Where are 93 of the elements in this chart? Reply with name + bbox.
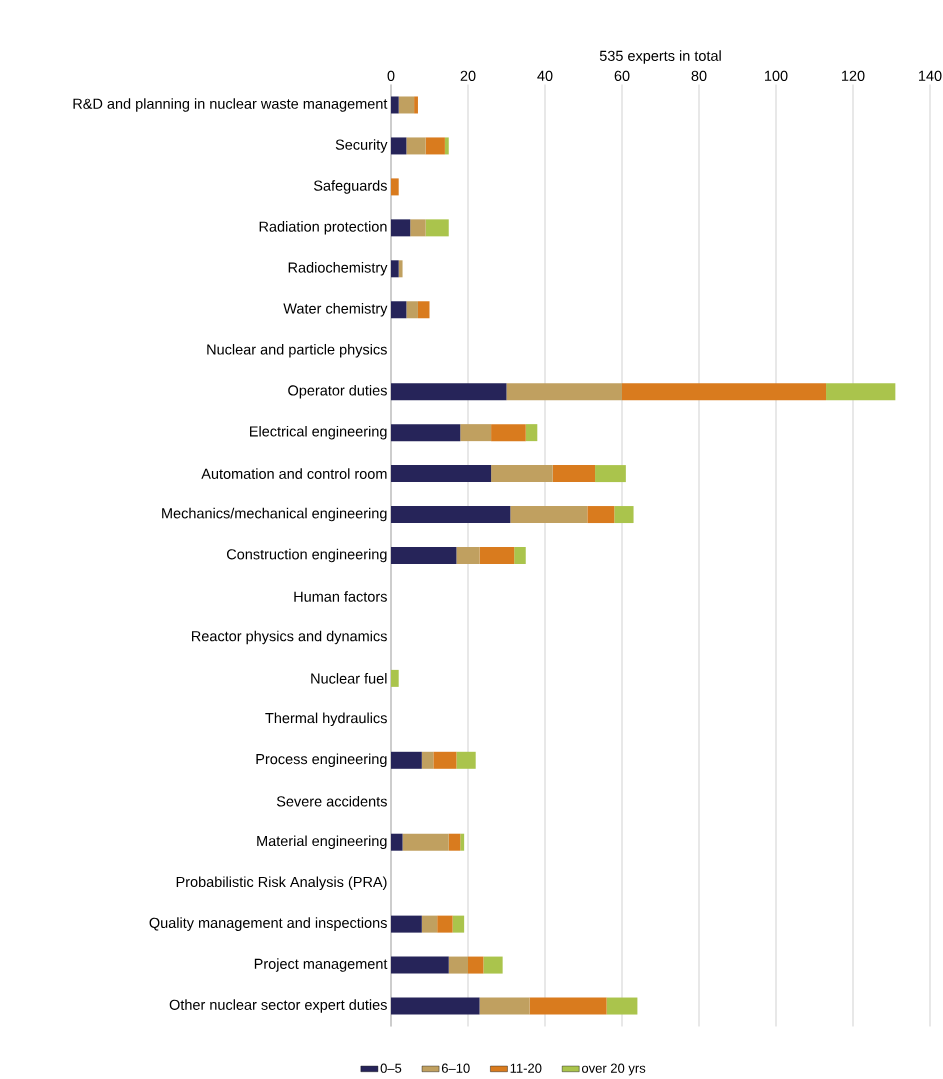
y-tick-label: Quality management and inspections — [149, 917, 387, 931]
x-axis-title: 535 experts in total — [599, 50, 721, 64]
bar — [606, 997, 638, 1015]
bar — [391, 833, 403, 851]
bar — [456, 751, 476, 769]
x-tick-label: 120 — [842, 70, 865, 81]
bar — [491, 424, 526, 442]
bar — [391, 669, 399, 687]
bar — [622, 383, 827, 401]
bar — [468, 956, 484, 974]
bar — [510, 506, 588, 524]
y-tick-label: Water chemistry — [283, 303, 388, 317]
bar — [444, 137, 449, 155]
bar — [391, 997, 480, 1015]
bar — [514, 547, 526, 565]
bar — [614, 506, 634, 524]
y-tick-label: Construction engineering — [226, 548, 387, 563]
bar — [491, 465, 553, 483]
y-tick-label: Probabilistic Risk Analysis (PRA) — [176, 876, 387, 890]
bar — [410, 219, 426, 237]
legend-label: 11-20 — [510, 1063, 542, 1073]
bar — [460, 424, 492, 442]
x-tick-label: 20 — [460, 70, 476, 81]
y-tick-label: Severe accidents — [276, 795, 387, 807]
legend-label: 6–10 — [441, 1063, 470, 1073]
bar — [391, 424, 461, 442]
y-tick-label: Process engineering — [256, 753, 387, 768]
y-tick-label: Human factors — [294, 591, 387, 602]
bar — [391, 96, 399, 114]
x-tick-label: 40 — [537, 70, 553, 81]
legend-label: 0–5 — [380, 1063, 402, 1073]
bar — [525, 424, 538, 442]
bar — [391, 301, 407, 319]
x-tick-label: 60 — [614, 70, 630, 81]
bar — [391, 506, 511, 524]
bar — [391, 547, 457, 565]
y-tick-label: R&D and planning in nuclear waste management — [73, 98, 388, 112]
bar — [391, 956, 449, 974]
bar — [421, 915, 438, 933]
bar — [391, 260, 399, 278]
y-tick-label: Material engineering — [257, 835, 387, 849]
x-tick-label: 80 — [691, 70, 707, 81]
bar — [452, 915, 465, 933]
y-tick-label: Reactor physics and dynamics — [192, 630, 387, 645]
bar — [437, 915, 453, 933]
bar — [506, 383, 622, 401]
bar — [425, 137, 445, 155]
bar — [448, 833, 461, 851]
bar — [406, 301, 418, 319]
y-tick-label: Mechanics/mechanical engineering — [162, 507, 387, 522]
bar — [391, 751, 422, 769]
bar — [433, 751, 457, 769]
bar — [391, 219, 411, 237]
y-tick-label: Radiochemistry — [288, 262, 388, 276]
bar — [391, 465, 492, 483]
y-tick-label: Project management — [254, 958, 388, 972]
x-tick-label: 140 — [919, 70, 942, 81]
bar — [402, 833, 449, 851]
bar — [529, 997, 607, 1015]
y-tick-label: Nuclear and particle physics — [207, 343, 387, 358]
bar — [391, 915, 422, 933]
bar — [595, 465, 626, 483]
bar — [391, 137, 407, 155]
legend-label: over 20 yrs — [581, 1063, 646, 1076]
bar — [448, 956, 468, 974]
bar — [414, 96, 418, 114]
bar — [456, 547, 480, 565]
bar — [421, 751, 434, 769]
bar — [479, 997, 530, 1015]
bar — [391, 383, 507, 401]
bar — [552, 465, 596, 483]
y-tick-label: Automation and control room — [201, 468, 387, 479]
bar — [425, 219, 449, 237]
y-tick-label: Other nuclear sector expert duties — [169, 999, 387, 1013]
y-tick-label: Thermal hydraulics — [265, 712, 387, 727]
bar — [417, 301, 430, 319]
bar — [398, 96, 415, 114]
bar — [479, 547, 515, 565]
bar — [483, 956, 503, 974]
y-tick-label: Safeguards — [313, 180, 387, 194]
bar — [826, 383, 896, 401]
y-tick-label: Electrical engineering — [250, 425, 387, 440]
x-tick-label: 0 — [387, 70, 395, 81]
x-tick-label: 100 — [765, 70, 788, 81]
y-tick-label: Operator duties — [288, 384, 387, 399]
y-tick-label: Radiation protection — [259, 221, 387, 235]
bar — [391, 178, 399, 196]
bar — [587, 506, 615, 524]
y-tick-label: Security — [335, 139, 388, 153]
y-tick-label: Nuclear fuel — [311, 673, 387, 684]
bar — [398, 260, 403, 278]
bar — [406, 137, 426, 155]
bar — [460, 833, 465, 851]
